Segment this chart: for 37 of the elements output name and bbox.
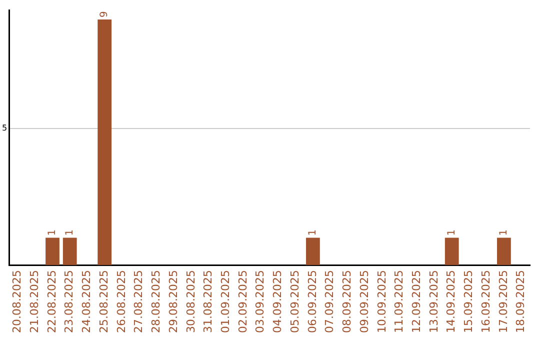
x-tick-label: 01.09.2025: [218, 270, 232, 334]
x-tick-label: 22.08.2025: [45, 270, 58, 334]
x-tick-label: 31.08.2025: [202, 270, 215, 334]
x-tick-label: 02.09.2025: [236, 270, 250, 334]
x-tick-label: 06.09.2025: [306, 270, 319, 334]
data-label: 9: [99, 11, 110, 18]
x-tick-label: 08.09.2025: [340, 270, 354, 334]
x-tick-label: 12.09.2025: [410, 270, 423, 334]
x-tick-label: 30.08.2025: [184, 270, 198, 334]
x-tick-label: 29.08.2025: [166, 270, 180, 334]
x-tick-label: 15.09.2025: [462, 270, 476, 334]
x-tick-label: 09.09.2025: [358, 270, 371, 334]
y-tick-label: 5: [2, 124, 8, 133]
x-tick-label: 07.09.2025: [323, 270, 336, 334]
x-tick-label: 10.09.2025: [375, 270, 388, 334]
data-label: 1: [446, 229, 458, 236]
x-tick-label: 20.08.2025: [10, 270, 24, 334]
x-tick-label: 24.08.2025: [80, 270, 94, 334]
x-tick-label: 18.09.2025: [514, 270, 528, 334]
x-tick-label: 21.08.2025: [28, 270, 41, 334]
data-label: 1: [47, 229, 58, 236]
x-tick-label: 04.09.2025: [271, 270, 284, 334]
x-tick-label: 23.08.2025: [62, 270, 76, 334]
data-label: 1: [308, 229, 319, 236]
x-tick-label: 28.08.2025: [150, 270, 163, 334]
x-tick-label: 14.09.2025: [444, 270, 458, 334]
x-tick-label: 26.08.2025: [114, 270, 128, 334]
data-label: 1: [498, 229, 510, 236]
x-tick-label: 05.09.2025: [288, 270, 302, 334]
x-tick-label: 11.09.2025: [392, 270, 406, 334]
x-tick-label: 17.09.2025: [496, 270, 510, 334]
x-tick-label: 27.08.2025: [132, 270, 146, 334]
x-tick-label: 03.09.2025: [254, 270, 267, 334]
data-label: 1: [64, 229, 76, 236]
x-tick-label: 16.09.2025: [479, 270, 492, 334]
x-tick-label: 13.09.2025: [427, 270, 440, 334]
x-tick-label: 25.08.2025: [97, 270, 110, 334]
